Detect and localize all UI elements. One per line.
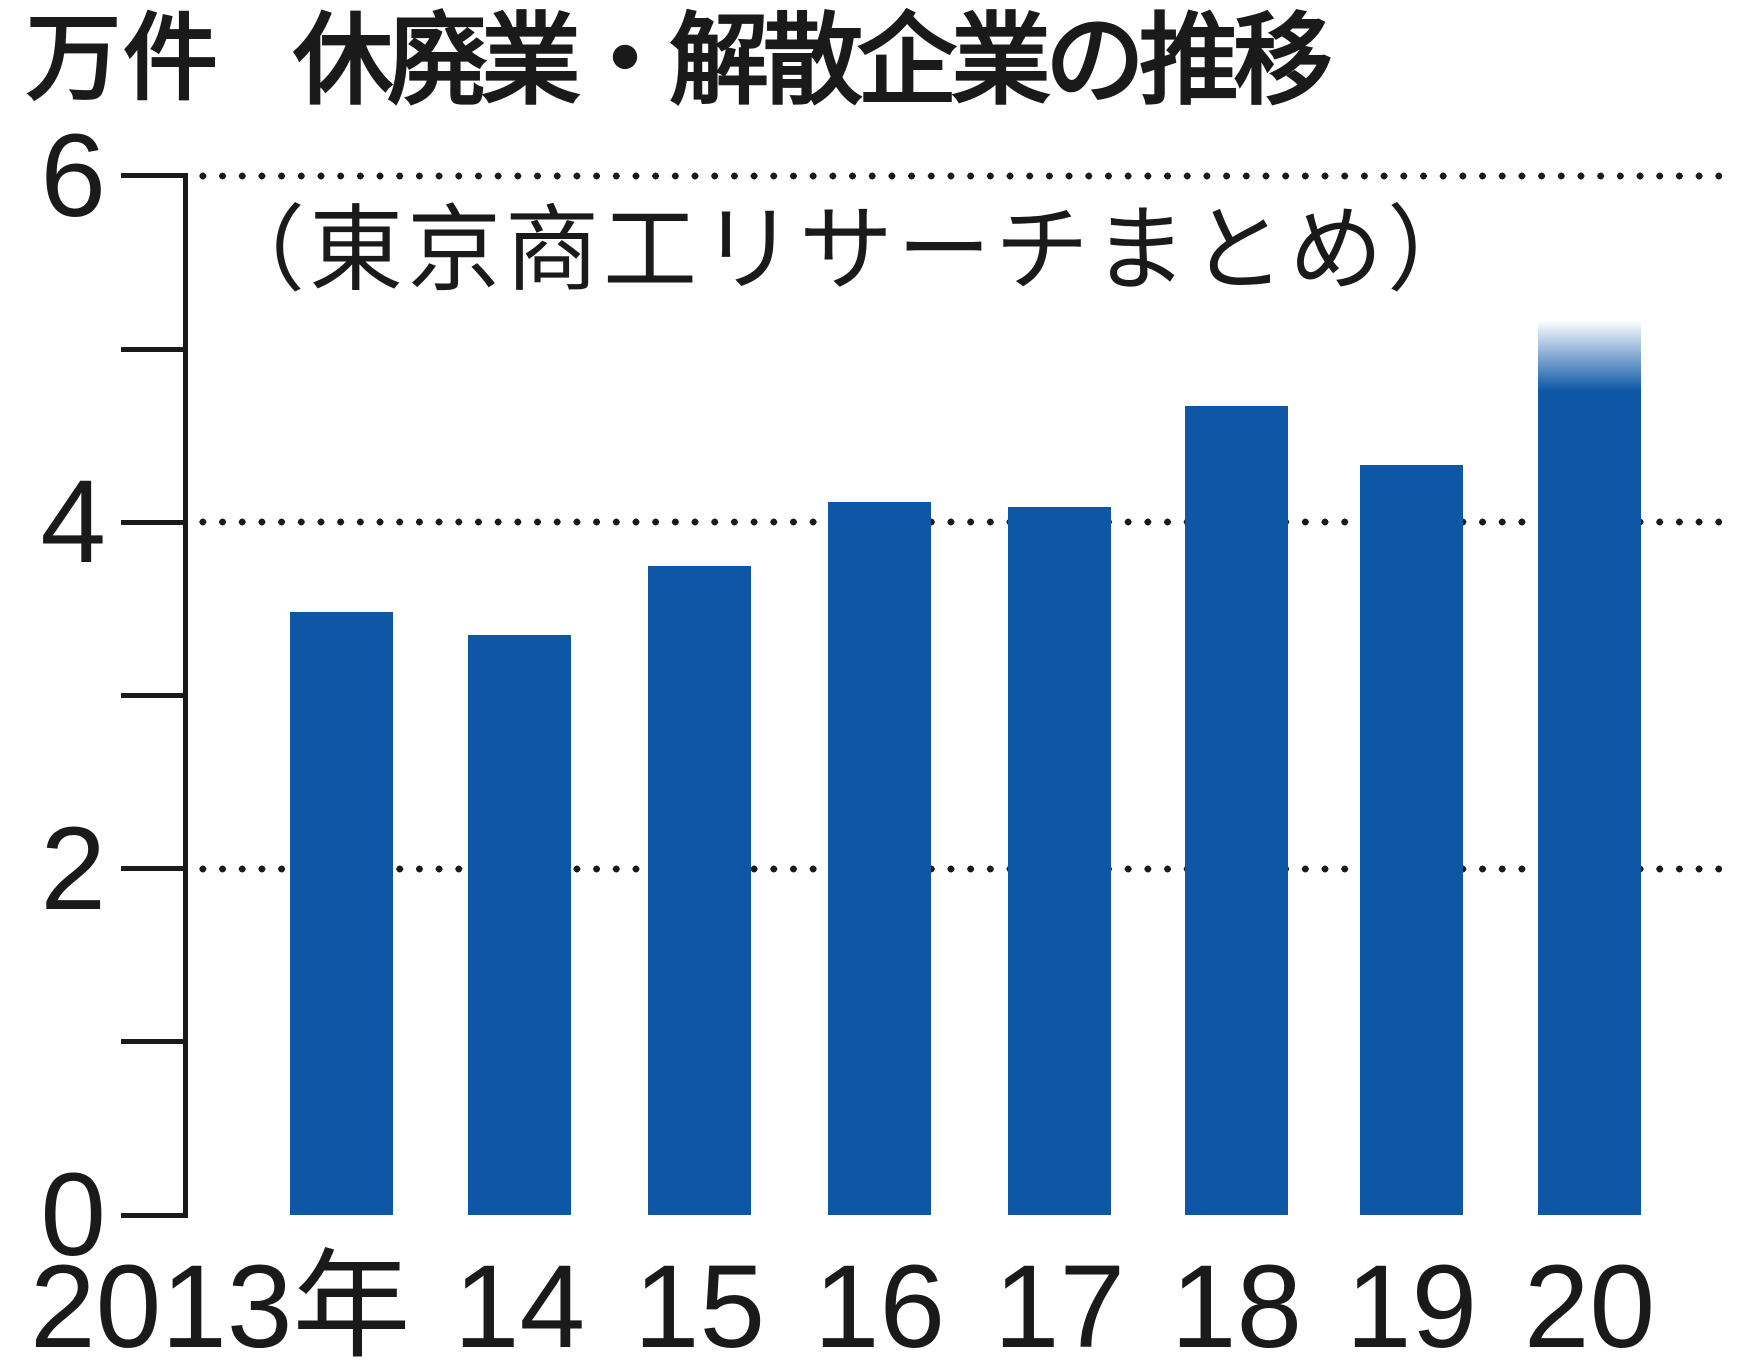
y-axis-label-6: 6 xyxy=(40,109,106,242)
bar-19 xyxy=(1360,465,1463,1215)
y-axis-tick-6 xyxy=(121,173,188,179)
y-axis-label-0: 0 xyxy=(40,1149,106,1281)
x-axis-label-2013: 2013年 xyxy=(30,1241,411,1372)
y-axis-unit-label: 万件 xyxy=(26,6,221,112)
x-axis-label-18: 18 xyxy=(1170,1241,1303,1372)
bar-16 xyxy=(828,501,931,1215)
bar-17 xyxy=(1008,506,1111,1215)
chart-subtitle: （東京商工リサーチまとめ） xyxy=(211,197,1486,302)
x-axis-label-20: 20 xyxy=(1523,1241,1656,1372)
x-axis-label-17: 17 xyxy=(993,1241,1126,1372)
x-axis-label-15: 15 xyxy=(633,1241,766,1372)
y-axis-tick-0 xyxy=(121,1212,188,1218)
bar-14 xyxy=(468,634,571,1215)
y-axis-label-2: 2 xyxy=(40,802,106,935)
gridline-y4 xyxy=(193,518,1722,527)
y-axis-tick-1 xyxy=(121,1039,188,1045)
y-axis-tick-5 xyxy=(121,346,188,352)
x-axis-label-14: 14 xyxy=(453,1241,586,1372)
bar-15 xyxy=(648,565,751,1215)
chart-title: 休廃業・解散企業の推移 xyxy=(293,5,1333,117)
y-axis-tick-2 xyxy=(121,866,188,872)
bar-20 xyxy=(1538,319,1641,1215)
y-axis-tick-4 xyxy=(121,519,188,525)
bar-2013 xyxy=(290,612,393,1215)
gridline-y6 xyxy=(193,171,1722,180)
y-axis-tick-3 xyxy=(121,692,188,698)
gridline-y2 xyxy=(193,864,1722,873)
y-axis-label-4: 4 xyxy=(40,456,106,589)
bar-18 xyxy=(1185,406,1288,1215)
x-axis-label-19: 19 xyxy=(1345,1241,1478,1372)
x-axis-label-16: 16 xyxy=(813,1241,946,1372)
